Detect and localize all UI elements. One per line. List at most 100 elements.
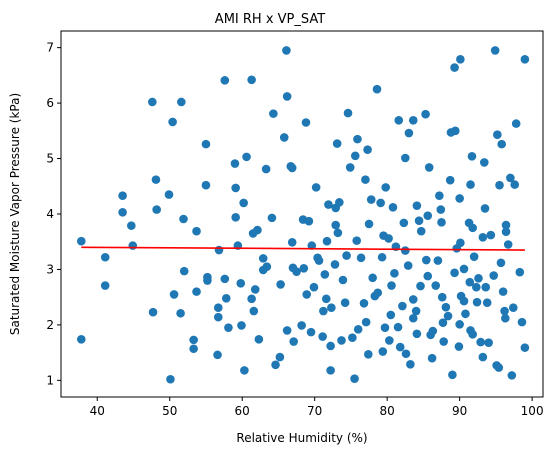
data-point [472,297,482,307]
y-tick-label: 4 [46,207,54,221]
data-point [489,271,499,280]
data-point [423,211,433,220]
y-axis-title: Saturated Moisture Vapor Pressure (kPa) [8,93,22,335]
data-point [384,234,393,243]
data-point [282,326,292,335]
data-point [152,205,161,214]
data-point [254,335,264,344]
data-point [465,277,475,287]
data-point [404,128,414,138]
data-point [359,298,369,308]
x-axis-ticks: 40 50 60 70 80 90 100 [90,397,544,418]
data-point [249,306,259,316]
data-point [192,226,201,236]
data-point [287,163,297,173]
y-tick-label: 3 [46,262,54,276]
data-point [393,322,403,332]
data-point [324,200,333,209]
data-point [411,306,421,316]
data-point [262,262,272,271]
data-point [490,46,500,55]
data-point [493,130,502,139]
data-point [247,75,256,85]
data-point [201,180,211,190]
data-point [100,252,110,262]
data-point [400,153,410,163]
x-tick-label: 80 [380,404,395,418]
data-point [192,287,201,296]
data-point [501,227,511,237]
data-point [456,238,465,248]
data-point [231,183,240,193]
data-point [484,338,493,347]
data-point [494,363,504,372]
data-point [478,232,488,242]
data-point [220,76,230,85]
data-point [486,230,496,240]
data-point [377,252,387,262]
data-point [412,329,422,339]
data-point [302,290,312,299]
data-point [400,246,410,255]
data-point [424,163,434,172]
data-point [427,353,437,363]
data-point [348,333,357,342]
data-point [148,307,158,317]
data-point [387,281,396,290]
x-tick-label: 60 [235,404,250,418]
data-point [352,236,362,245]
data-point [258,254,268,263]
data-point [394,115,404,125]
data-point [76,335,86,344]
data-point [333,228,343,238]
y-tick-label: 1 [46,373,54,387]
data-point [76,236,86,246]
data-point [356,253,366,263]
data-point [213,350,222,360]
data-point [450,63,459,72]
data-point [364,350,373,359]
data-point [201,139,211,149]
data-point [179,266,189,276]
data-point [468,330,477,339]
data-point [406,359,415,369]
data-point [408,313,418,323]
data-point [224,323,233,332]
x-tick-label: 50 [162,404,177,418]
x-tick-label: 90 [452,404,467,418]
data-point [461,309,470,319]
data-point [428,326,438,336]
data-point [304,216,314,226]
data-point [301,118,311,127]
data-point [297,321,306,330]
data-point [240,366,249,375]
data-point [416,281,425,291]
data-point [267,213,277,223]
data-point [299,264,309,273]
data-point [448,370,457,380]
data-point [455,320,464,329]
data-point [168,117,177,127]
data-point [468,223,477,233]
data-point [261,164,271,174]
data-point [408,295,418,304]
x-axis-title: Relative Humidity (%) [236,431,367,445]
data-point [169,290,179,299]
data-point [498,287,508,296]
data-point [307,241,317,250]
data-point [507,371,517,380]
data-point [331,220,341,230]
data-point [508,303,518,313]
data-point [306,327,316,337]
data-point [148,97,157,107]
y-tick-label: 2 [46,318,54,332]
data-point [480,204,490,213]
data-point [127,221,136,230]
data-point [363,145,372,154]
data-point [436,205,446,214]
data-point [390,269,399,278]
data-point [320,270,330,279]
data-point [380,323,390,332]
scatter-points [76,46,530,384]
data-point [476,337,485,347]
